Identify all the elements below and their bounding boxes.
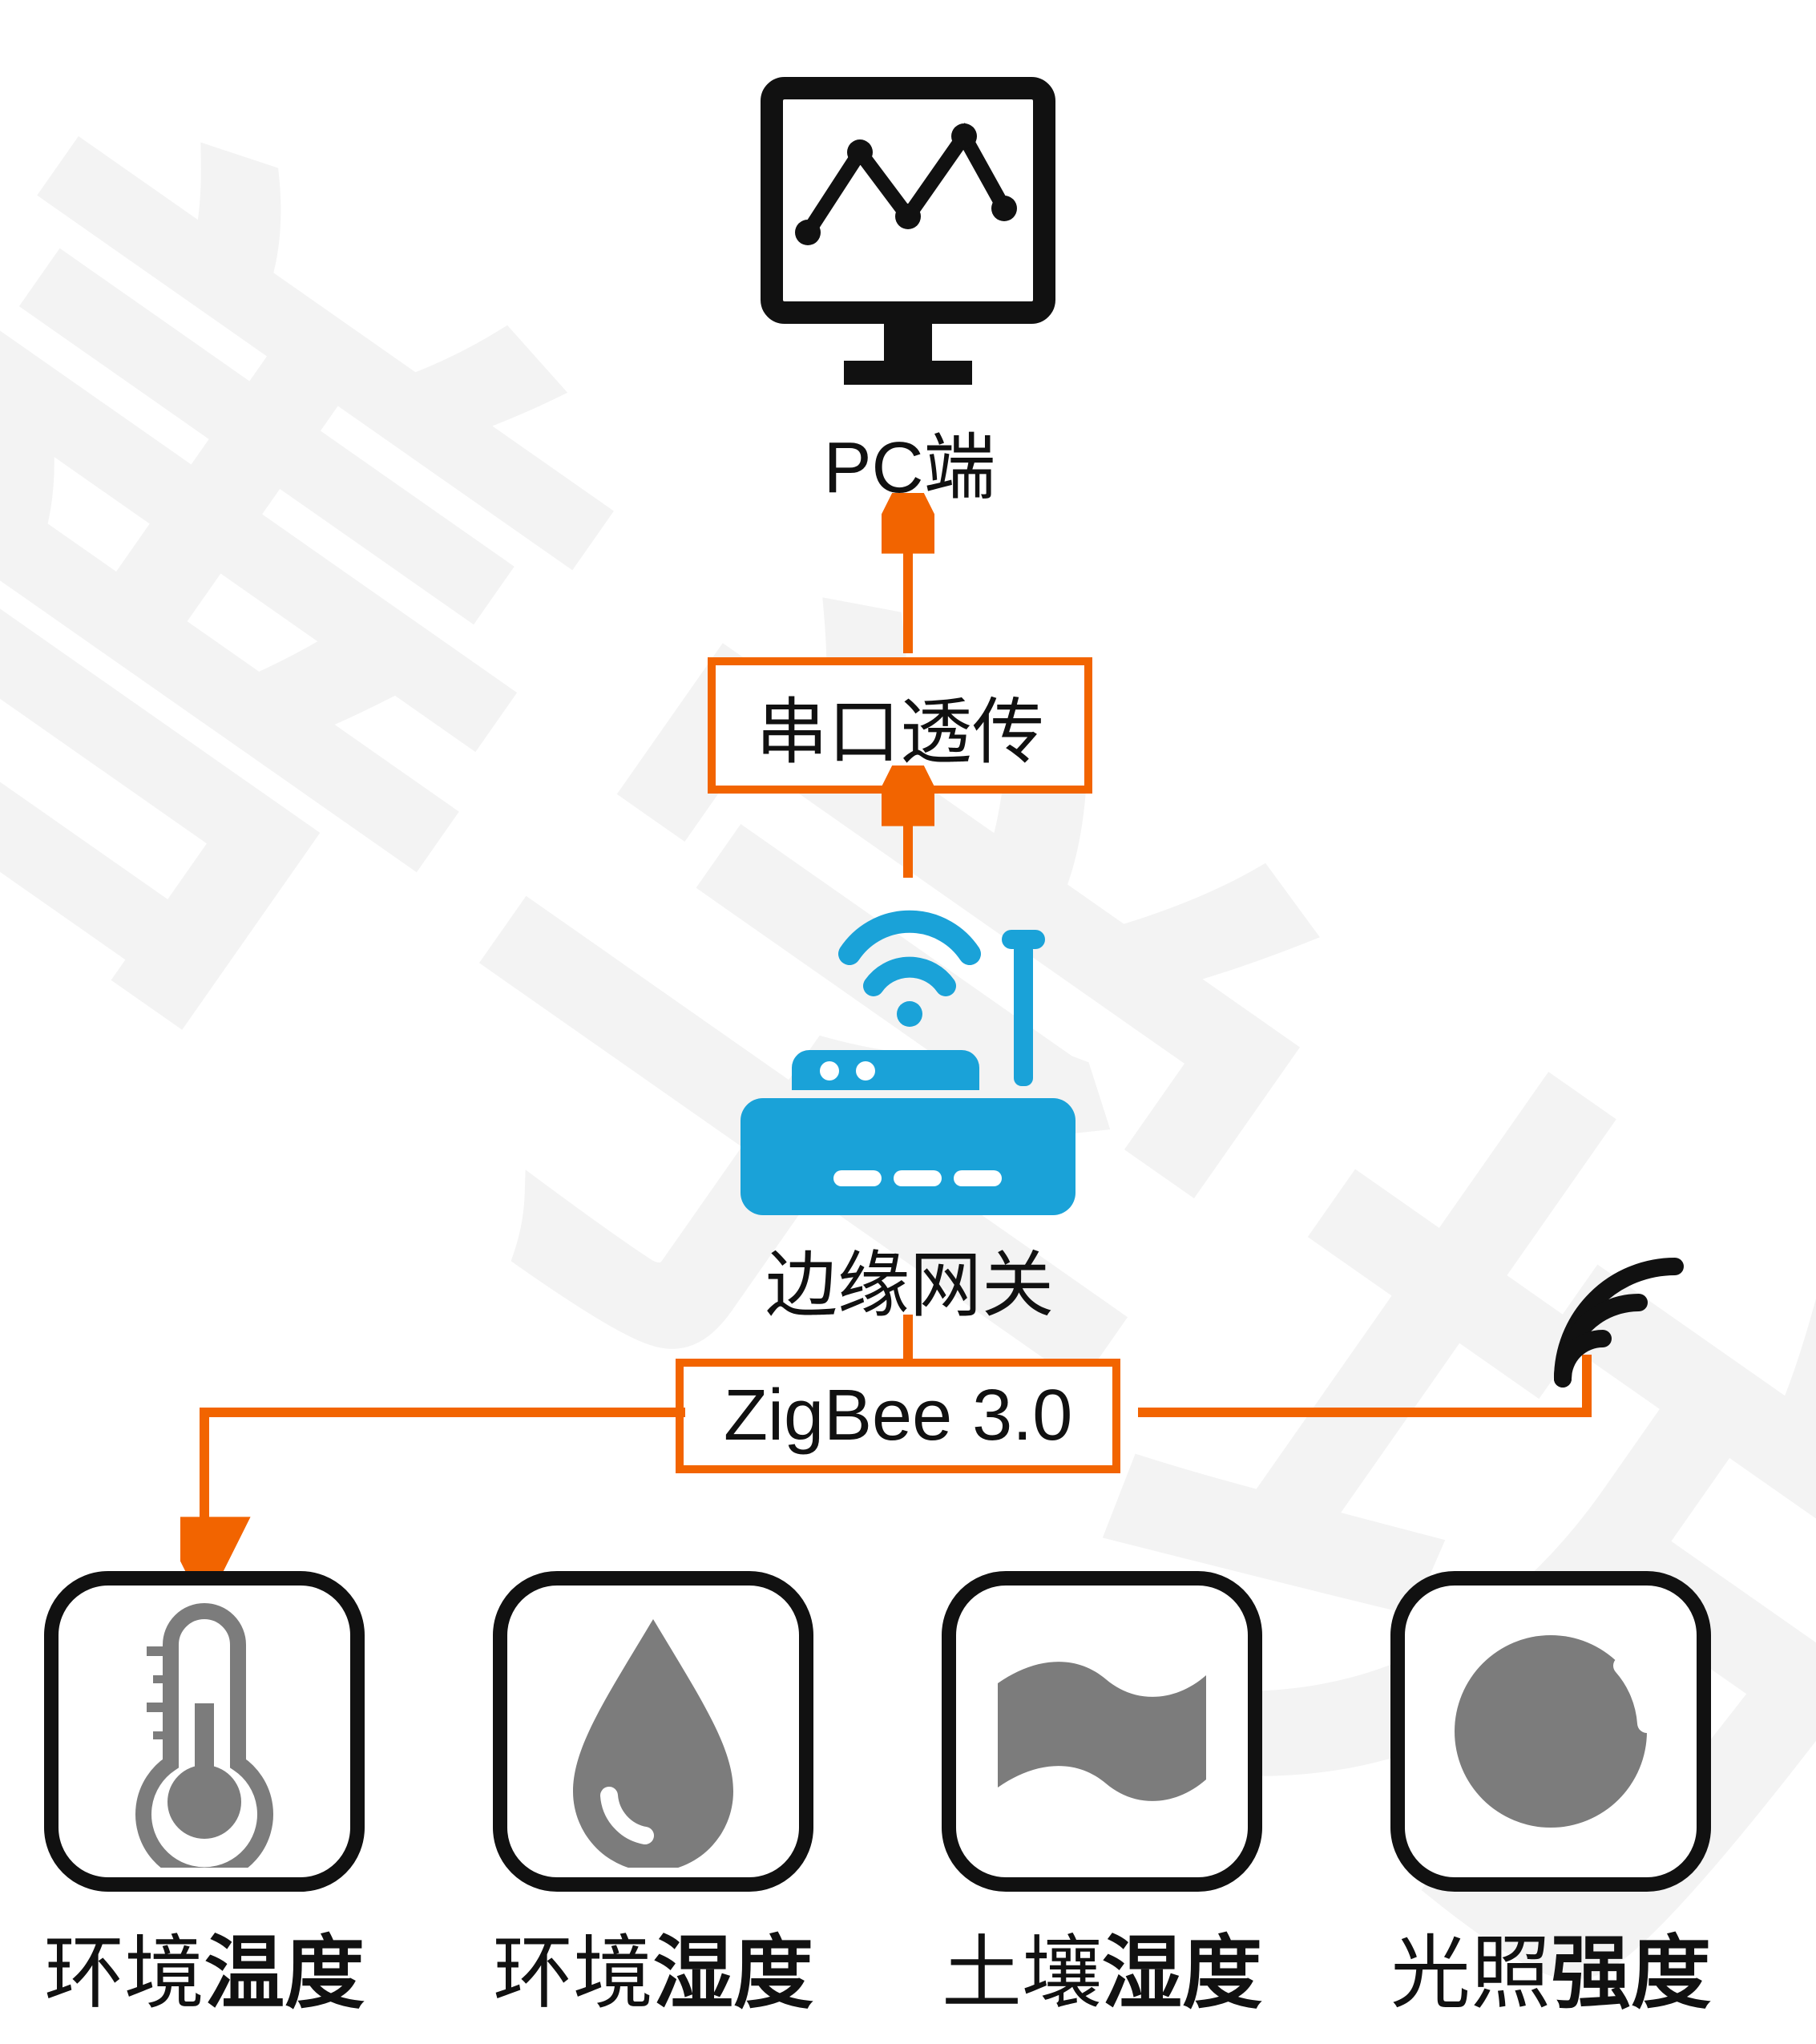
wifi-icon (1539, 1250, 1699, 1395)
sensor-light-caption-bold: 强度 (1551, 1929, 1711, 2018)
arrow-gateway-to-serial (882, 765, 934, 882)
sensor-temp: 环境温度 (44, 1571, 365, 2024)
sensor-temp-caption-plain: 环境 (44, 1929, 204, 2018)
sensor-temp-caption: 环境温度 (44, 1908, 365, 2024)
sensor-soil-caption-bold: 湿度 (1102, 1929, 1262, 2018)
sensor-humidity-caption: 环境湿度 (493, 1908, 813, 2024)
sensor-humidity-caption-bold: 湿度 (653, 1929, 813, 2018)
gateway-node (721, 866, 1095, 1218)
sensor-soil-box (942, 1571, 1262, 1892)
circle-ring-icon (1423, 1603, 1679, 1860)
line-gateway-to-zigbee (903, 1315, 913, 1363)
sensor-light-caption-plain: 光照 (1390, 1929, 1551, 2018)
waterdrop-icon (533, 1595, 773, 1868)
sensor-temp-box (44, 1571, 365, 1892)
flag-wave-icon (974, 1611, 1230, 1852)
wifi-signal (1539, 1250, 1699, 1395)
monitor-chart-icon (748, 72, 1068, 409)
sensor-temp-caption-bold: 温度 (204, 1929, 365, 2018)
sensor-light-box (1390, 1571, 1711, 1892)
sensor-soil-caption: 土壤湿度 (942, 1908, 1262, 2024)
sensor-humidity-box (493, 1571, 813, 1892)
elbow-left (180, 1403, 693, 1587)
sensor-soil: 土壤湿度 (942, 1571, 1262, 2024)
sensor-soil-caption-plain: 土壤 (942, 1929, 1102, 2018)
sensor-humidity-caption-plain: 环境 (493, 1929, 653, 2018)
router-icon (721, 866, 1095, 1218)
sensor-light: 光照强度 (1390, 1571, 1711, 2024)
zigbee-box: ZigBee 3.0 (676, 1359, 1120, 1473)
sensor-humidity: 环境湿度 (493, 1571, 813, 2024)
arrow-serial-to-pc (882, 493, 934, 657)
thermometer-icon (84, 1595, 325, 1868)
sensor-light-caption: 光照强度 (1390, 1908, 1711, 2024)
diagram-canvas: 善学坊 PC端 串口透传 (0, 0, 1816, 2044)
pc-node (748, 72, 1068, 409)
